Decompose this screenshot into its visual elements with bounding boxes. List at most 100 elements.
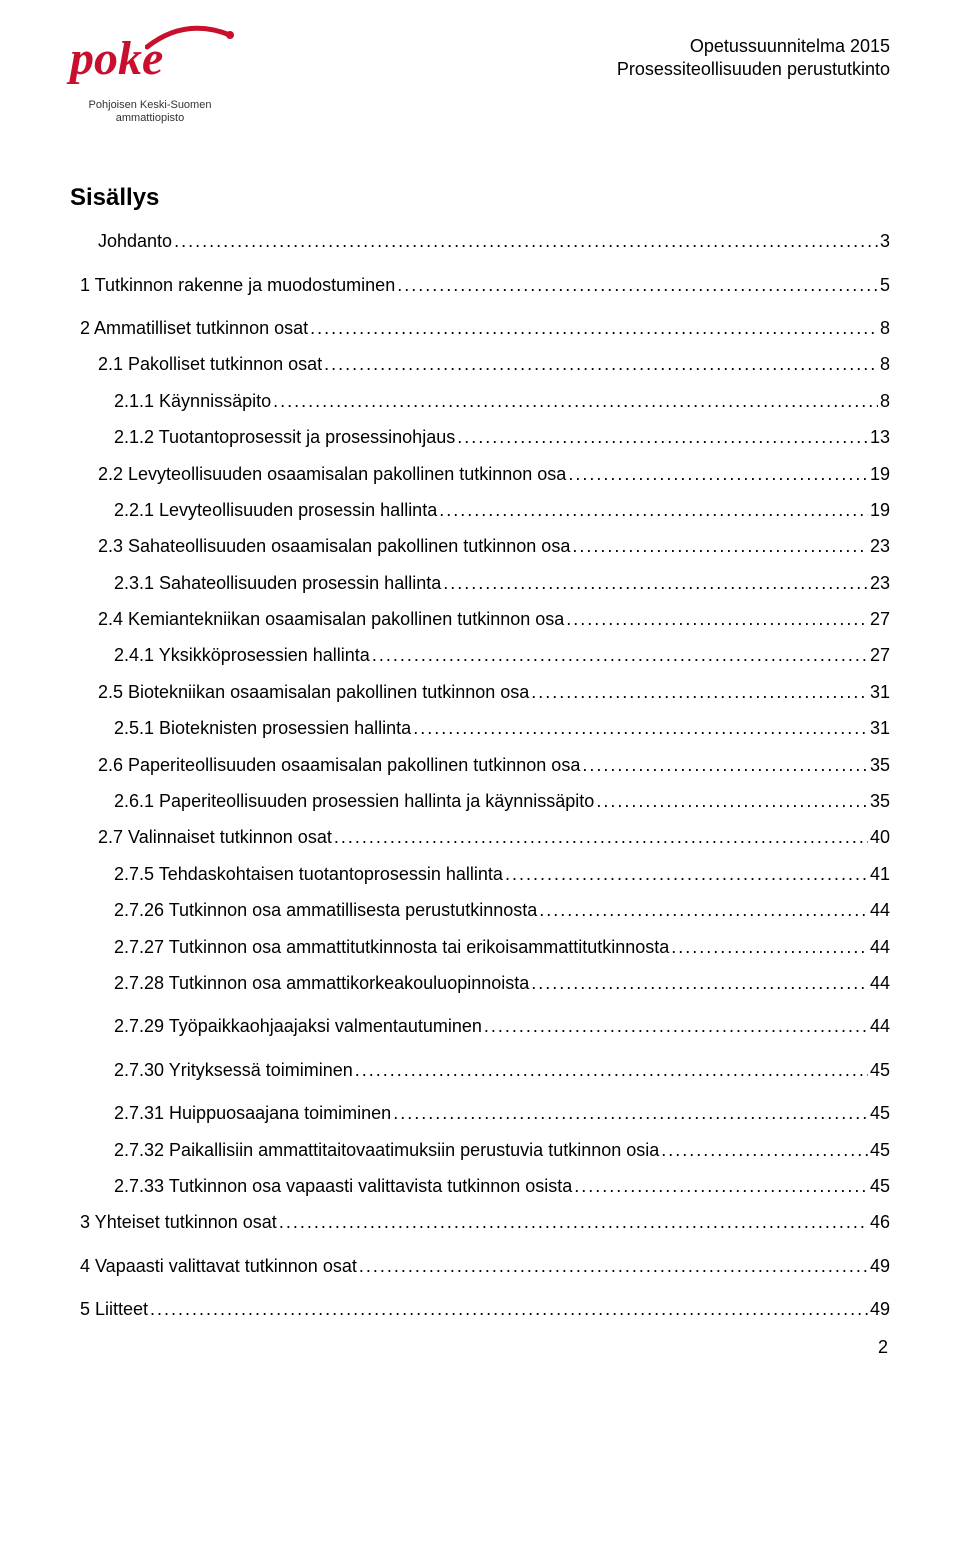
toc-leader-dots <box>443 572 868 595</box>
toc-row: 2.7.31 Huippuosaajana toimiminen 45 <box>70 1102 890 1125</box>
toc-entry-label: 2.7.29 Työpaikkaohjaajaksi valmentautumi… <box>114 1015 482 1038</box>
toc-entry-page: 44 <box>870 899 890 922</box>
toc-leader-dots <box>372 644 868 667</box>
toc-row: 5 Liitteet 49 <box>70 1298 890 1321</box>
toc-entry-page: 35 <box>870 754 890 777</box>
toc-entry-label: 2.5.1 Bioteknisten prosessien hallinta <box>114 717 411 740</box>
toc-entry-label: Johdanto <box>98 230 172 253</box>
toc-entry-label: 4 Vapaasti valittavat tutkinnon osat <box>80 1255 357 1278</box>
toc-entry-label: 2.3 Sahateollisuuden osaamisalan pakolli… <box>98 535 570 558</box>
toc-entry-page: 5 <box>880 274 890 297</box>
toc-entry-page: 13 <box>870 426 890 449</box>
toc-entry-page: 45 <box>870 1175 890 1198</box>
toc-entry-page: 41 <box>870 863 890 886</box>
toc-row: 2.2 Levyteollisuuden osaamisalan pakolli… <box>70 463 890 486</box>
toc-leader-dots <box>582 754 868 777</box>
toc-leader-dots <box>568 463 868 486</box>
toc-entry-label: 2.7.5 Tehdaskohtaisen tuotantoprosessin … <box>114 863 503 886</box>
toc-row: 2.5 Biotekniikan osaamisalan pakollinen … <box>70 681 890 704</box>
toc-entry-page: 45 <box>870 1102 890 1125</box>
toc-entry-label: 2.4.1 Yksikköprosessien hallinta <box>114 644 370 667</box>
toc-row: 2 Ammatilliset tutkinnon osat8 <box>70 317 890 340</box>
toc-entry-page: 35 <box>870 790 890 813</box>
toc-entry-page: 19 <box>870 499 890 522</box>
document-page: poke Pohjoisen Keski-Suomen ammattiopist… <box>0 0 960 1398</box>
toc-leader-dots <box>413 717 868 740</box>
toc-entry-label: 2.1.2 Tuotantoprosessit ja prosessinohja… <box>114 426 455 449</box>
toc-row: 2.7.29 Työpaikkaohjaajaksi valmentautumi… <box>70 1015 890 1038</box>
toc-entry-label: 2.6.1 Paperiteollisuuden prosessien hall… <box>114 790 594 813</box>
toc-entry-label: 2.7.33 Tutkinnon osa vapaasti valittavis… <box>114 1175 572 1198</box>
header-title-1: Opetussuunnitelma 2015 <box>617 35 890 58</box>
toc-row: 2.7.30 Yrityksessä toimiminen45 <box>70 1059 890 1082</box>
toc-entry-page: 23 <box>870 572 890 595</box>
toc-row: 2.7.5 Tehdaskohtaisen tuotantoprosessin … <box>70 863 890 886</box>
toc-entry-label: 5 Liitteet <box>80 1298 148 1321</box>
logo: poke <box>70 35 230 95</box>
toc-row: 2.1 Pakolliset tutkinnon osat 8 <box>70 353 890 376</box>
toc-entry-label: 2.1.1 Käynnissäpito <box>114 390 271 413</box>
toc-entry-page: 40 <box>870 826 890 849</box>
toc-row: 2.7.33 Tutkinnon osa vapaasti valittavis… <box>70 1175 890 1198</box>
toc-entry-label: 2.7.26 Tutkinnon osa ammatillisesta peru… <box>114 899 537 922</box>
toc-leader-dots <box>531 972 868 995</box>
toc-entry-page: 44 <box>870 936 890 959</box>
toc-row: 2.7 Valinnaiset tutkinnon osat 40 <box>70 826 890 849</box>
toc-entry-page: 8 <box>880 353 890 376</box>
toc-entry-label: 2.7.27 Tutkinnon osa ammattitutkinnosta … <box>114 936 669 959</box>
toc-leader-dots <box>393 1102 868 1125</box>
header-title-2: Prosessiteollisuuden perustutkinto <box>617 58 890 81</box>
toc-entry-label: 2.7 Valinnaiset tutkinnon osat <box>98 826 332 849</box>
toc-entry-page: 45 <box>870 1139 890 1162</box>
toc-leader-dots <box>334 826 868 849</box>
toc-row: 1 Tutkinnon rakenne ja muodostuminen 5 <box>70 274 890 297</box>
toc-entry-label: 2.7.32 Paikallisiin ammattitaitovaatimuk… <box>114 1139 659 1162</box>
toc-entry-label: 2.7.31 Huippuosaajana toimiminen <box>114 1102 391 1125</box>
header-right: Opetussuunnitelma 2015 Prosessiteollisuu… <box>617 35 890 82</box>
toc-entry-page: 8 <box>880 390 890 413</box>
toc-leader-dots <box>439 499 868 522</box>
toc-row: 2.5.1 Bioteknisten prosessien hallinta 31 <box>70 717 890 740</box>
toc-leader-dots <box>324 353 878 376</box>
toc-entry-page: 31 <box>870 681 890 704</box>
toc-entry-page: 23 <box>870 535 890 558</box>
toc-leader-dots <box>359 1255 868 1278</box>
toc-leader-dots <box>505 863 868 886</box>
toc-entry-page: 44 <box>870 972 890 995</box>
toc-leader-dots <box>279 1211 868 1234</box>
page-header: poke Pohjoisen Keski-Suomen ammattiopist… <box>70 35 890 124</box>
toc-entry-page: 49 <box>870 1255 890 1278</box>
toc-row: 2.1.1 Käynnissäpito 8 <box>70 390 890 413</box>
toc-entry-label: 2.1 Pakolliset tutkinnon osat <box>98 353 322 376</box>
toc-entry-label: 2.7.28 Tutkinnon osa ammattikorkeakouluo… <box>114 972 529 995</box>
toc-title: Sisällys <box>70 184 890 212</box>
toc-entry-label: 2.5 Biotekniikan osaamisalan pakollinen … <box>98 681 529 704</box>
toc-leader-dots <box>174 230 878 253</box>
table-of-contents: Johdanto31 Tutkinnon rakenne ja muodostu… <box>70 230 890 1321</box>
toc-entry-label: 2.4 Kemiantekniikan osaamisalan pakollin… <box>98 608 564 631</box>
toc-leader-dots <box>671 936 868 959</box>
logo-subtitle-2: ammattiopisto <box>116 112 184 124</box>
toc-row: 2.4 Kemiantekniikan osaamisalan pakollin… <box>70 608 890 631</box>
toc-leader-dots <box>531 681 868 704</box>
toc-leader-dots <box>661 1139 868 1162</box>
toc-entry-label: 2.2 Levyteollisuuden osaamisalan pakolli… <box>98 463 566 486</box>
toc-row: 2.7.26 Tutkinnon osa ammatillisesta peru… <box>70 899 890 922</box>
toc-leader-dots <box>484 1015 868 1038</box>
toc-leader-dots <box>355 1059 868 1082</box>
toc-row: 2.7.32 Paikallisiin ammattitaitovaatimuk… <box>70 1139 890 1162</box>
toc-leader-dots <box>310 317 878 340</box>
toc-row: 2.6 Paperiteollisuuden osaamisalan pakol… <box>70 754 890 777</box>
toc-entry-label: 2.3.1 Sahateollisuuden prosessin hallint… <box>114 572 441 595</box>
toc-entry-page: 49 <box>870 1298 890 1321</box>
toc-leader-dots <box>457 426 868 449</box>
toc-leader-dots <box>574 1175 868 1198</box>
toc-row: 3 Yhteiset tutkinnon osat46 <box>70 1211 890 1234</box>
toc-row: 2.2.1 Levyteollisuuden prosessin hallint… <box>70 499 890 522</box>
toc-entry-label: 1 Tutkinnon rakenne ja muodostuminen <box>80 274 395 297</box>
page-number: 2 <box>70 1337 890 1358</box>
toc-entry-page: 45 <box>870 1059 890 1082</box>
toc-entry-page: 8 <box>880 317 890 340</box>
toc-entry-page: 46 <box>870 1211 890 1234</box>
toc-entry-page: 31 <box>870 717 890 740</box>
